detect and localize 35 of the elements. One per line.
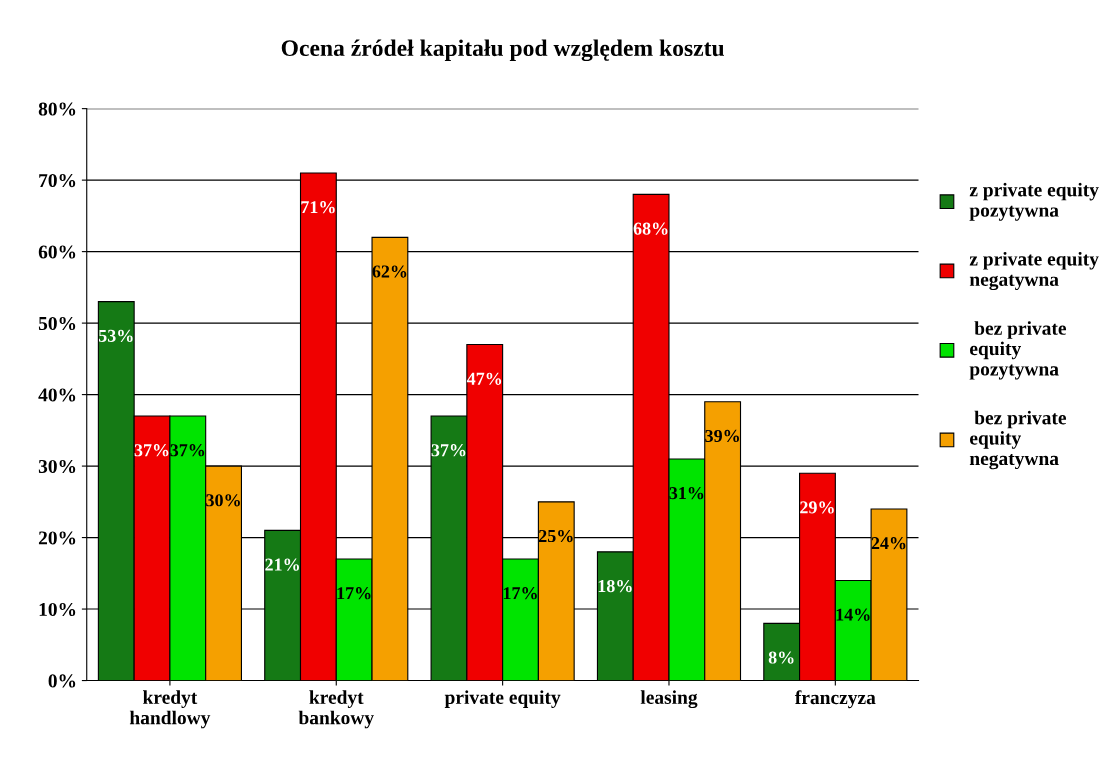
y-tick-label: 30% — [38, 459, 76, 474]
y-tick-label: 80% — [38, 102, 76, 116]
data-label: 14% — [836, 608, 870, 621]
legend-label: bez private equity negatywna — [969, 410, 1067, 470]
data-label: 53% — [98, 329, 133, 342]
data-label: 39% — [705, 429, 739, 443]
legend-label: z private equity negatywna — [969, 251, 1099, 291]
data-label: 37% — [170, 444, 205, 457]
y-tick-label: 50% — [38, 316, 76, 331]
data-label: 31% — [669, 487, 704, 500]
x-tick-label: leasing — [640, 690, 698, 709]
data-label: 71% — [301, 201, 335, 214]
y-tick-label: 0% — [48, 674, 76, 688]
legend-label: bez private equity pozytywna — [969, 321, 1067, 380]
x-tick-label: kredyt bankowy — [298, 690, 374, 729]
y-tick-label: 70% — [39, 173, 76, 188]
data-label: 21% — [265, 558, 299, 571]
data-label: 37% — [431, 444, 466, 457]
data-label: 30% — [206, 494, 240, 507]
x-tick-label: private equity — [444, 690, 561, 708]
data-label: 47% — [466, 372, 502, 385]
data-label: 17% — [337, 587, 371, 600]
data-label: 25% — [538, 529, 573, 543]
x-tick-label: kredyt handlowy — [129, 690, 211, 729]
y-tick-label: 10% — [39, 602, 76, 617]
data-label: 18% — [598, 579, 632, 593]
x-tick-label: franczyza — [794, 690, 876, 709]
data-label: 8% — [768, 651, 794, 664]
chart-title: Ocena źródeł kapitału pod względem kosztu — [281, 39, 725, 62]
y-tick-label: 40% — [38, 388, 76, 402]
y-tick-label: 20% — [38, 531, 76, 545]
data-label: 29% — [800, 501, 834, 514]
data-label: 17% — [503, 587, 537, 600]
legend-label: z private equity pozytywna — [969, 182, 1099, 221]
y-tick-label: 60% — [38, 245, 76, 259]
